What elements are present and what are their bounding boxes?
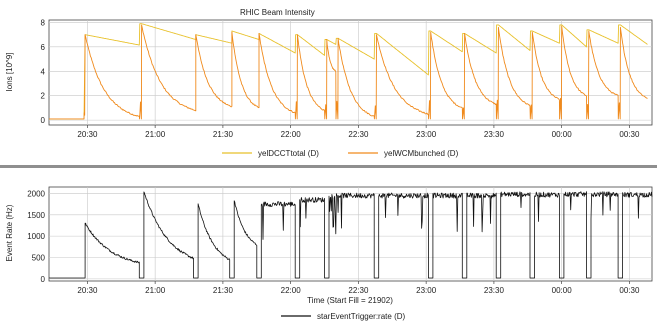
chart1-xtick-8: 00:30 bbox=[619, 286, 640, 295]
series-line-yeldcct bbox=[49, 23, 648, 120]
top-series-group bbox=[49, 23, 648, 120]
chart1-ytick-4: 2000 bbox=[27, 189, 45, 198]
panel-separator bbox=[0, 165, 657, 168]
chart0-xtick-6: 23:30 bbox=[484, 130, 505, 139]
chart1-xtick-3: 22:00 bbox=[281, 286, 302, 295]
chart0-xtick-4: 22:30 bbox=[348, 130, 369, 139]
bottom-x-ticks: 20:30 21:00 21:30 22:00 22:30 23:00 23:30 00:00… bbox=[77, 281, 640, 295]
bottom-series-group bbox=[49, 191, 653, 279]
chart1-xtick-2: 21:30 bbox=[213, 286, 234, 295]
chart1-xtick-5: 23:00 bbox=[416, 286, 437, 295]
top-chart-title: RHIC Beam Intensity bbox=[240, 8, 315, 17]
bottom-chart: 0 500 1000 1500 2000 20:30 21:00 21:30 22:00 22:… bbox=[5, 186, 653, 305]
legend-label-yeldcct: yelDCCTtotal (D) bbox=[258, 149, 319, 158]
chart0-ytick-2: 4 bbox=[41, 67, 46, 76]
chart1-xtick-6: 23:30 bbox=[484, 286, 505, 295]
chart0-xtick-7: 00:00 bbox=[552, 130, 573, 139]
chart0-ytick-4: 8 bbox=[41, 18, 46, 27]
top-x-ticks: 20:30 21:00 21:30 22:00 22:30 23:00 23:30 00:00… bbox=[77, 125, 640, 139]
top-y-axis-label: Ions [10^9] bbox=[5, 53, 14, 92]
chart0-xtick-3: 22:00 bbox=[281, 130, 302, 139]
bottom-plot-frame bbox=[48, 186, 653, 282]
chart0-xtick-8: 00:30 bbox=[619, 130, 640, 139]
chart1-ytick-3: 1500 bbox=[27, 211, 45, 220]
bottom-x-axis-label: Time (Start Fill = 21902) bbox=[307, 296, 393, 305]
chart1-xtick-0: 20:30 bbox=[77, 286, 98, 295]
chart1-ytick-0: 0 bbox=[41, 275, 46, 284]
chart1-xtick-1: 21:00 bbox=[145, 286, 166, 295]
chart1-ytick-1: 500 bbox=[32, 254, 46, 263]
chart0-ytick-0: 0 bbox=[41, 116, 46, 125]
chart0-xtick-0: 20:30 bbox=[77, 130, 98, 139]
series-line-yelwcm bbox=[49, 24, 648, 120]
legend-label-star-rate: starEventTrigger:rate (D) bbox=[317, 312, 406, 321]
chart1-ytick-2: 1000 bbox=[27, 232, 45, 241]
chart0-ytick-3: 6 bbox=[41, 43, 46, 52]
series-line-star-rate bbox=[49, 191, 653, 279]
bottom-y-axis-label: Event Rate (Hz) bbox=[5, 204, 14, 261]
bottom-grid bbox=[49, 187, 652, 281]
top-legend: yelDCCTtotal (D) yelWCMbunched (D) bbox=[222, 149, 459, 158]
bottom-legend: starEventTrigger:rate (D) bbox=[281, 312, 406, 321]
top-chart: 0 2 4 6 8 20:30 21:00 21:30 22:00 22:30 23:00 23:3… bbox=[5, 18, 653, 139]
chart1-xtick-7: 00:00 bbox=[552, 286, 573, 295]
top-y-ticks: 0 2 4 6 8 bbox=[41, 18, 46, 125]
legend-label-yelwcm: yelWCMbunched (D) bbox=[384, 149, 459, 158]
top-plot-frame bbox=[48, 19, 653, 126]
chart1-xtick-4: 22:30 bbox=[348, 286, 369, 295]
chart0-ytick-1: 2 bbox=[41, 92, 46, 101]
top-grid bbox=[49, 20, 652, 125]
bottom-y-ticks: 0 500 1000 1500 2000 bbox=[27, 189, 45, 283]
chart0-xtick-1: 21:00 bbox=[145, 130, 166, 139]
chart0-xtick-2: 21:30 bbox=[213, 130, 234, 139]
chart0-xtick-5: 23:00 bbox=[416, 130, 437, 139]
